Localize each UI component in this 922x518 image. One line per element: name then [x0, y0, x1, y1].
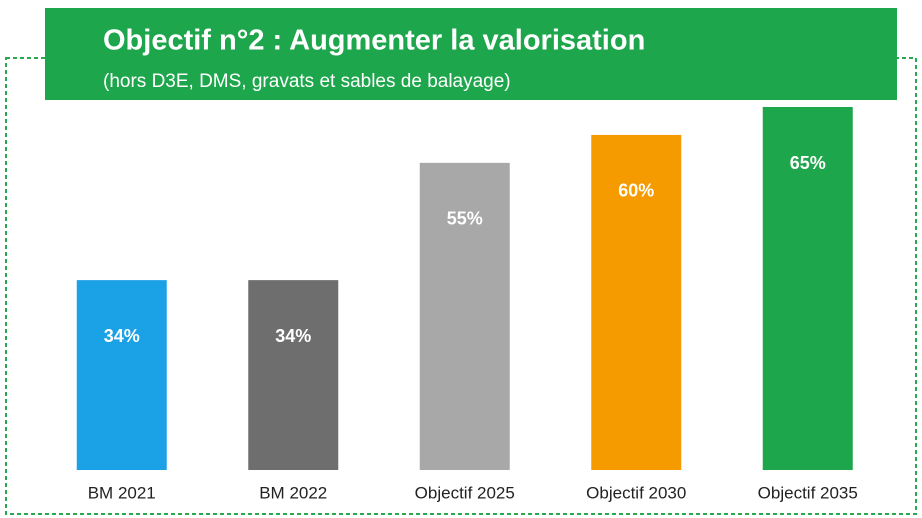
value-label: 65% — [790, 153, 826, 173]
value-label: 34% — [275, 326, 311, 346]
bar — [762, 107, 853, 470]
bar — [419, 162, 510, 470]
value-label: 55% — [447, 209, 483, 229]
title-banner — [45, 8, 897, 100]
value-label: 34% — [104, 326, 140, 346]
value-label: 60% — [618, 181, 654, 201]
bar — [591, 134, 682, 470]
x-tick-label: Objectif 2035 — [758, 483, 858, 502]
chart-title: Objectif n°2 : Augmenter la valorisation — [103, 25, 645, 57]
x-tick-label: Objectif 2030 — [586, 483, 686, 502]
chart-subtitle: (hors D3E, DMS, gravats et sables de bal… — [103, 71, 511, 92]
x-tick-label: BM 2022 — [259, 483, 327, 502]
x-tick-label: BM 2021 — [88, 483, 156, 502]
x-tick-label: Objectif 2025 — [415, 483, 515, 502]
bar — [76, 280, 167, 470]
bar — [248, 280, 339, 470]
